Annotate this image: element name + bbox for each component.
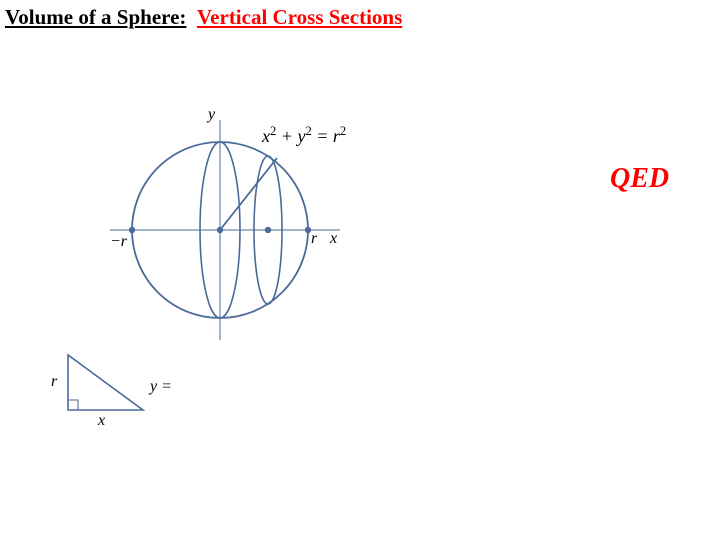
dot-origin	[217, 227, 223, 233]
label-r: r	[311, 230, 317, 248]
triangle-label-r: r	[51, 373, 57, 391]
label-y-axis: y	[208, 106, 215, 124]
page-title: Volume of a Sphere: Vertical Cross Secti…	[5, 5, 402, 30]
right-triangle	[68, 355, 143, 410]
triangle-svg	[48, 345, 208, 435]
label-neg-r: −r	[110, 233, 127, 251]
radius-line	[220, 158, 277, 230]
title-suffix: Vertical Cross Sections	[197, 5, 402, 29]
triangle-diagram: r x y =	[48, 345, 208, 435]
label-x-axis: x	[330, 230, 337, 248]
dot-slice	[265, 227, 271, 233]
triangle-label-x: x	[98, 412, 105, 430]
title-prefix: Volume of a Sphere:	[5, 5, 186, 29]
qed-label: QED	[610, 163, 669, 195]
label-equation: x2 + y2 = r2	[262, 124, 346, 147]
sphere-diagram: y x −r r x2 + y2 = r2	[70, 110, 350, 350]
triangle-label-y-eq: y =	[150, 378, 172, 396]
right-angle-marker	[68, 400, 78, 410]
dot-neg-r	[129, 227, 135, 233]
